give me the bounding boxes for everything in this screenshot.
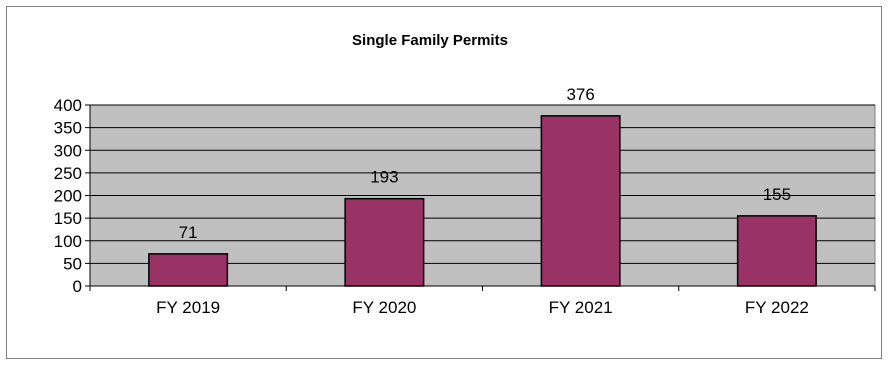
data-label-fy-2021: 376 [566, 85, 594, 104]
data-label-fy-2020: 193 [370, 168, 398, 187]
category-label-fy-2021: FY 2021 [549, 298, 613, 317]
y-tick-label-1: 50 [63, 254, 82, 273]
y-tick-label-2: 100 [54, 232, 82, 251]
y-tick-label-0: 0 [73, 277, 82, 296]
bar-chart: Single Family Permits 0 50 100 150 200 250 300… [54, 32, 876, 317]
data-label-fy-2022: 155 [763, 185, 791, 204]
bar-fy-2020 [344, 197, 425, 287]
plot-area: 0 50 100 150 200 250 300 350 400 71 FY 2019 193 FY 2… [54, 85, 876, 317]
y-tick-label-8: 400 [54, 96, 82, 115]
y-tick-label-4: 200 [54, 187, 82, 206]
data-label-fy-2019: 71 [179, 223, 198, 242]
bar-fy-2021 [540, 115, 621, 287]
chart-title: Single Family Permits [352, 32, 508, 49]
category-label-fy-2020: FY 2020 [352, 298, 416, 317]
y-tick-label-6: 300 [54, 141, 82, 160]
bar-fy-2019 [148, 253, 229, 287]
bar-fy-2022 [736, 215, 817, 287]
y-tick-label-5: 250 [54, 164, 82, 183]
category-label-fy-2019: FY 2019 [156, 298, 220, 317]
chart-frame: Single Family Permits 0 50 100 150 200 250 300… [6, 6, 882, 359]
category-label-fy-2022: FY 2022 [745, 298, 809, 317]
y-tick-label-7: 350 [54, 119, 82, 138]
y-tick-label-3: 150 [54, 209, 82, 228]
